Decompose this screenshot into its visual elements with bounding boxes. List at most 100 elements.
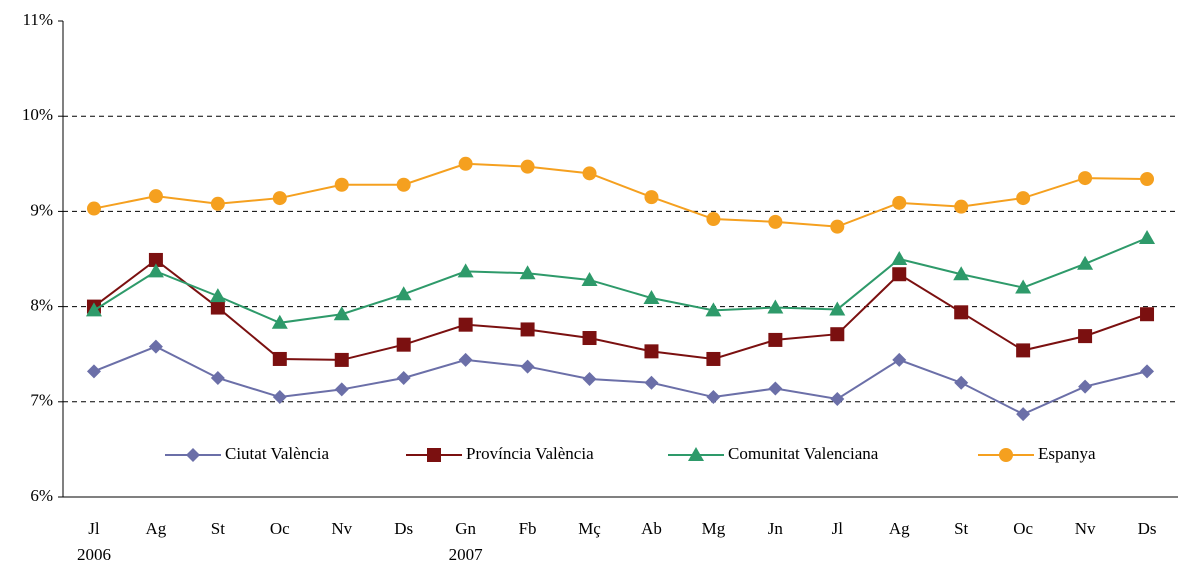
marker (1015, 279, 1032, 294)
marker (86, 364, 101, 379)
marker (396, 337, 411, 352)
marker (582, 371, 597, 386)
marker (1140, 172, 1155, 187)
marker (768, 332, 783, 347)
marker (1078, 171, 1093, 186)
marker (644, 375, 659, 390)
marker (86, 201, 101, 216)
marker (582, 166, 597, 181)
legend-label: Espanya (1038, 444, 1096, 463)
x-tick-label: Jn (768, 519, 784, 538)
marker (520, 322, 535, 337)
marker (271, 314, 288, 329)
legend-label: Ciutat València (225, 444, 329, 463)
marker (148, 339, 163, 354)
marker (644, 344, 659, 359)
marker (829, 301, 846, 316)
marker (520, 359, 535, 374)
series-line (93, 258, 1148, 361)
marker (85, 302, 102, 317)
series-line (93, 237, 1148, 324)
x-tick-label: Mç (578, 519, 601, 538)
marker (396, 371, 411, 385)
marker (644, 190, 659, 205)
marker (999, 448, 1013, 462)
marker (272, 191, 287, 206)
marker (954, 199, 969, 214)
year-label: 2006 (77, 545, 111, 564)
marker (581, 271, 598, 286)
x-tick-label: Ab (641, 519, 662, 538)
marker (458, 317, 473, 332)
y-tick-label: 10% (22, 105, 53, 124)
marker (892, 267, 907, 282)
year-label: 2007 (449, 545, 484, 564)
y-tick-label: 7% (30, 391, 53, 410)
marker (334, 382, 349, 397)
legend-label: Comunitat Valenciana (728, 444, 879, 463)
marker (643, 290, 660, 305)
marker (519, 265, 536, 280)
marker (520, 159, 535, 174)
marker (891, 251, 908, 265)
marker (395, 286, 412, 301)
marker (210, 371, 225, 385)
marker (210, 300, 225, 315)
legend-label: Província València (466, 444, 594, 463)
marker (334, 352, 349, 367)
marker (1139, 230, 1156, 245)
marker (272, 351, 287, 366)
marker (458, 156, 473, 171)
y-tick-label: 6% (30, 486, 53, 505)
marker (333, 306, 350, 321)
marker (427, 448, 441, 462)
marker (272, 390, 287, 405)
x-tick-label: Ds (394, 519, 413, 538)
series-line (93, 345, 1148, 416)
x-tick-label: Ds (1138, 519, 1157, 538)
marker (706, 351, 721, 366)
marker (954, 375, 969, 390)
marker (767, 299, 784, 314)
x-tick-label: Oc (270, 519, 290, 538)
marker (1078, 329, 1093, 344)
marker (706, 390, 721, 405)
marker (830, 391, 845, 406)
marker (1016, 191, 1031, 206)
y-tick-label: 8% (30, 296, 53, 315)
x-tick-label: St (954, 519, 968, 538)
series-line (93, 162, 1148, 228)
x-tick-label: Ag (146, 519, 167, 538)
marker (396, 177, 411, 192)
x-tick-label: St (211, 519, 225, 538)
x-tick-label: Gn (455, 519, 476, 538)
marker (706, 212, 721, 227)
y-tick-label: 9% (30, 200, 53, 219)
x-tick-label: Ag (889, 519, 910, 538)
marker (1078, 379, 1093, 394)
marker (830, 219, 845, 234)
x-tick-label: Jl (832, 519, 844, 538)
marker (334, 177, 349, 192)
marker (148, 252, 163, 267)
y-tick-label: 11% (22, 10, 53, 29)
marker (953, 266, 970, 281)
marker (210, 196, 225, 211)
x-tick-label: Mg (702, 519, 726, 538)
x-tick-label: Oc (1013, 519, 1033, 538)
x-tick-label: Fb (519, 519, 537, 538)
marker (892, 352, 907, 367)
marker (768, 381, 783, 396)
marker (892, 195, 907, 210)
marker (705, 302, 722, 317)
marker (1077, 255, 1094, 270)
marker (688, 447, 704, 461)
marker (830, 327, 845, 342)
marker (148, 189, 163, 204)
marker (1140, 307, 1155, 322)
marker (954, 305, 969, 320)
marker (458, 352, 473, 367)
x-tick-label: Jl (88, 519, 100, 538)
marker (209, 288, 226, 303)
